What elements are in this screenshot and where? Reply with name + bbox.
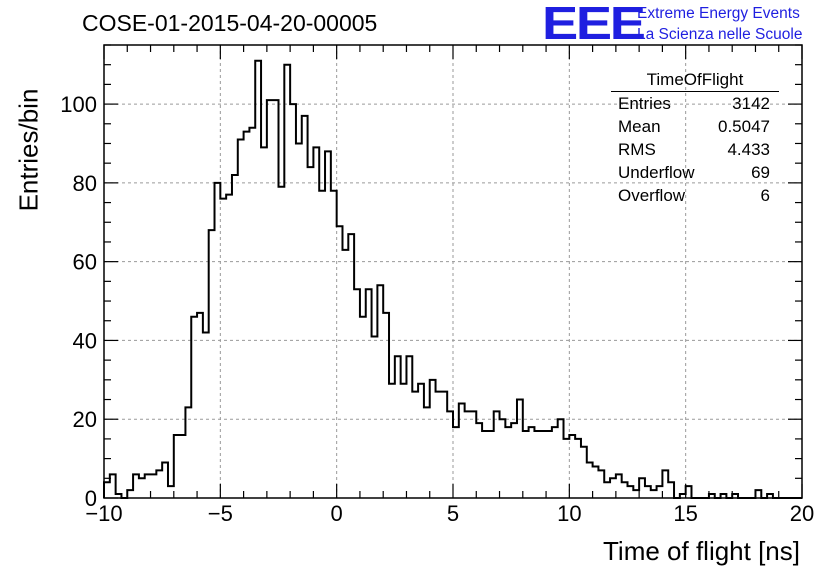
stats-row: Overflow 6 bbox=[611, 184, 779, 207]
y-tick-label: 40 bbox=[73, 328, 97, 353]
stats-row: Mean 0.5047 bbox=[611, 115, 779, 138]
stats-box: TimeOfFlight Entries 3142 Mean 0.5047 RM… bbox=[611, 69, 779, 207]
stats-value: 4.433 bbox=[727, 140, 770, 159]
logo-line-2: La Scienza nelle Scuole bbox=[637, 26, 803, 43]
stats-label: Mean bbox=[618, 117, 661, 136]
x-tick-label: 10 bbox=[557, 501, 581, 526]
stats-value: 3142 bbox=[732, 94, 770, 113]
stats-label: Underflow bbox=[618, 163, 695, 182]
x-tick-label: 20 bbox=[790, 501, 814, 526]
y-tick-label: 0 bbox=[85, 486, 97, 511]
x-tick-label: 0 bbox=[331, 501, 343, 526]
x-axis-label: Time of flight [ns] bbox=[603, 536, 800, 566]
tick-labels: −10 −5 0 5 10 15 20 0 20 40 60 80 100 bbox=[60, 92, 814, 526]
y-tick-label: 100 bbox=[60, 92, 97, 117]
stats-value: 6 bbox=[760, 186, 770, 205]
plot-frame bbox=[103, 44, 803, 499]
x-tick-label: −10 bbox=[85, 501, 122, 526]
stats-label: Overflow bbox=[618, 186, 686, 205]
y-axis-label: Entries/bin bbox=[13, 88, 44, 212]
x-tick-label: −5 bbox=[208, 501, 233, 526]
logo-mark: EEE bbox=[542, 0, 646, 49]
histogram-series bbox=[103, 59, 802, 499]
y-tick-label: 80 bbox=[73, 171, 97, 196]
stats-value: 69 bbox=[751, 163, 770, 182]
stats-label: Entries bbox=[618, 94, 671, 113]
y-tick-label: 20 bbox=[73, 407, 97, 432]
eee-logo: EEE Extreme Energy Events La Scienza nel… bbox=[542, 0, 832, 49]
stats-row: Entries 3142 bbox=[611, 92, 779, 115]
stats-row: Underflow 69 bbox=[611, 161, 779, 184]
logo-line-1: Extreme Energy Events bbox=[637, 5, 800, 22]
stats-title: TimeOfFlight bbox=[611, 69, 779, 92]
x-tick-label: 15 bbox=[673, 501, 697, 526]
x-tick-label: 5 bbox=[447, 501, 459, 526]
y-tick-label: 60 bbox=[73, 250, 97, 275]
stats-value: 0.5047 bbox=[718, 117, 770, 136]
stats-row: RMS 4.433 bbox=[611, 138, 779, 161]
y-axis-label-box: Entries/bin bbox=[9, 89, 49, 212]
stats-label: RMS bbox=[618, 140, 656, 159]
chart-title: COSE-01-2015-04-20-00005 bbox=[82, 10, 378, 36]
